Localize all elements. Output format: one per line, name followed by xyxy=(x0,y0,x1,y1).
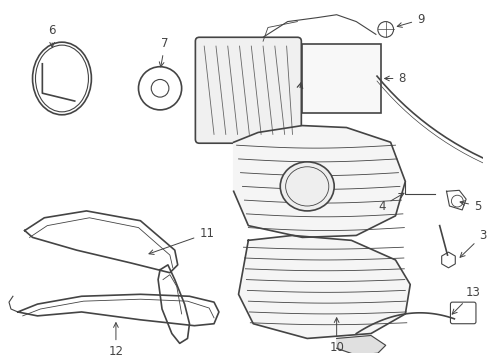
Polygon shape xyxy=(336,336,385,355)
Text: 12: 12 xyxy=(108,323,123,358)
Polygon shape xyxy=(233,126,405,237)
Text: 4: 4 xyxy=(377,193,403,212)
Text: 5: 5 xyxy=(459,199,480,212)
Text: 13: 13 xyxy=(451,286,480,314)
Ellipse shape xyxy=(280,162,333,211)
Text: 3: 3 xyxy=(459,229,485,257)
Bar xyxy=(302,44,380,113)
FancyBboxPatch shape xyxy=(195,37,301,143)
Text: 7: 7 xyxy=(159,37,168,67)
Text: 8: 8 xyxy=(384,72,405,85)
Text: 2: 2 xyxy=(0,359,1,360)
Text: 10: 10 xyxy=(328,318,344,354)
Text: 1: 1 xyxy=(0,359,1,360)
Text: 6: 6 xyxy=(48,24,56,47)
Text: 11: 11 xyxy=(149,227,214,255)
Text: 9: 9 xyxy=(396,13,424,27)
Polygon shape xyxy=(238,235,409,338)
